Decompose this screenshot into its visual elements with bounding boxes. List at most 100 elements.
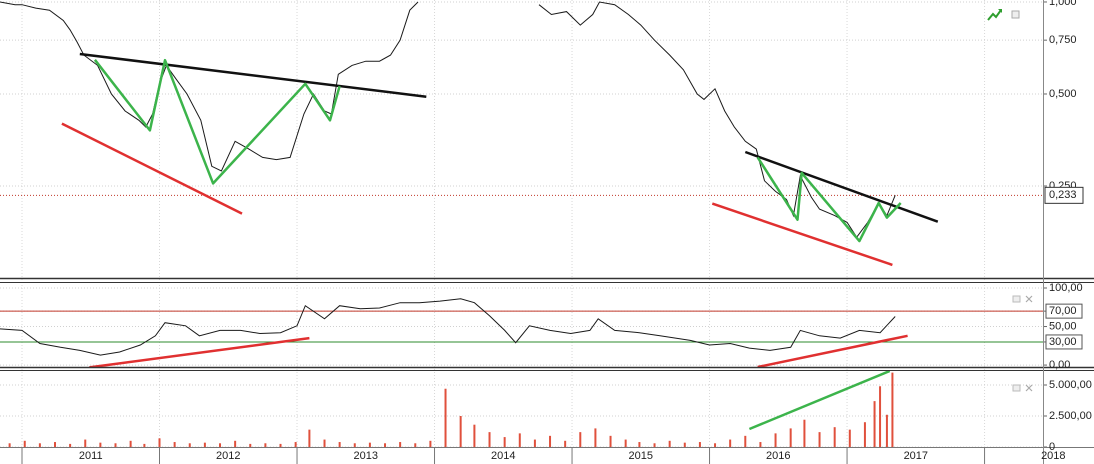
volume-bar [518,433,521,447]
window-button[interactable] [1012,295,1021,303]
y-tick-label: 0,00 [1049,359,1070,371]
volume-bar [683,442,686,447]
volume-bar [368,442,371,447]
last-value-box [1044,186,1084,204]
volume-bar [863,422,866,447]
volume-bar [549,435,552,447]
volume-bar [249,443,252,447]
volume-bar [594,428,597,447]
volume-bar [353,443,356,447]
price-line [0,298,896,356]
volume-bar [803,419,806,447]
x-tick-label: 2014 [491,450,515,462]
volume-bar [564,440,567,447]
volume-bar [668,440,671,447]
level-label-box [1045,334,1083,350]
trend-icon-glyph [987,9,1002,21]
volume-bar [744,435,747,447]
volume-bar [84,439,87,447]
trendline [61,122,243,215]
volume-bar [219,443,222,447]
volume-bar [323,439,326,447]
level-label-box [1045,303,1083,319]
volume-bar [774,433,777,447]
trendline [756,156,902,243]
volume-bar [143,443,146,447]
volume-bar [8,443,11,447]
y-tick-label: 5.000,00 [1049,379,1092,391]
window-button[interactable] [1012,384,1021,392]
y-tick-label: 0,500 [1049,88,1077,100]
volume-bar [338,442,341,447]
x-tick-label: 2018 [1041,450,1065,462]
trend-icon-arrow [998,9,1002,13]
x-tick-label: 2017 [904,450,928,462]
volume-bar [638,442,641,447]
x-tick-label: 2016 [766,450,790,462]
y-tick-label: 2.500,00 [1049,410,1092,422]
volume-bar [399,442,402,447]
x-tick-label: 2012 [216,450,240,462]
volume-bar [533,439,536,447]
volume-bar [503,437,506,447]
marks [0,1,1043,447]
labels: 2011 2012 2013 2014 2015 2016 2017 20180,2500,5… [79,0,1092,462]
volume-bar [624,439,627,447]
volume-bar [579,432,582,447]
volume-bar [653,443,656,447]
volume-bar [891,372,894,447]
volume-bar [173,442,176,447]
volume-bar [473,424,476,447]
volume-bar [833,427,836,447]
x-tick-label: 2011 [79,450,103,462]
y-tick-label: 30,00 [1049,336,1077,348]
y-tick-label: 50,00 [1049,320,1077,332]
volume-bar [885,414,888,447]
volume-bar [294,442,297,447]
trend-icon[interactable] [987,9,1002,21]
volume-bar [129,440,132,447]
volume-bar [848,429,851,447]
close-button[interactable] [1025,295,1033,303]
volume-bar [279,443,282,447]
trendline [93,58,341,185]
trendline [748,371,891,431]
volume-bar [38,443,41,447]
volume-bar [444,388,447,447]
volume-bar [308,429,311,447]
last-value-label: 0,233 [1049,189,1077,201]
volume-bar [54,442,57,447]
volume-bar [429,440,432,447]
y-tick-label: 0,750 [1049,34,1077,46]
window-button[interactable] [1011,10,1020,19]
volume-bar [873,401,876,447]
volume-bar [69,443,72,447]
volume-bar [414,443,417,447]
volume-bar [714,443,717,447]
volume-bar [729,439,732,447]
y-tick-label: 100,00 [1049,282,1083,294]
volume-bar [234,440,237,447]
trendline [744,150,939,223]
x-tick-label: 2015 [629,450,653,462]
volume-bar [698,442,701,447]
y-tick-label: 1,000 [1049,0,1077,8]
volume-bar [879,386,882,447]
trendline [79,52,427,98]
x-tick-label: 2013 [354,450,378,462]
trendline [711,202,893,267]
volume-bar [99,442,102,447]
volume-bar [203,442,206,447]
toolbar-icons [987,9,1033,392]
trendline [89,336,310,367]
volume-bar [23,440,26,447]
volume-bar [488,432,491,447]
volume-bar [384,443,387,447]
trendline [757,334,908,367]
volume-bar [759,442,762,447]
volume-bar [459,416,462,447]
close-button[interactable] [1025,384,1033,392]
y-tick-label: 70,00 [1049,305,1077,317]
